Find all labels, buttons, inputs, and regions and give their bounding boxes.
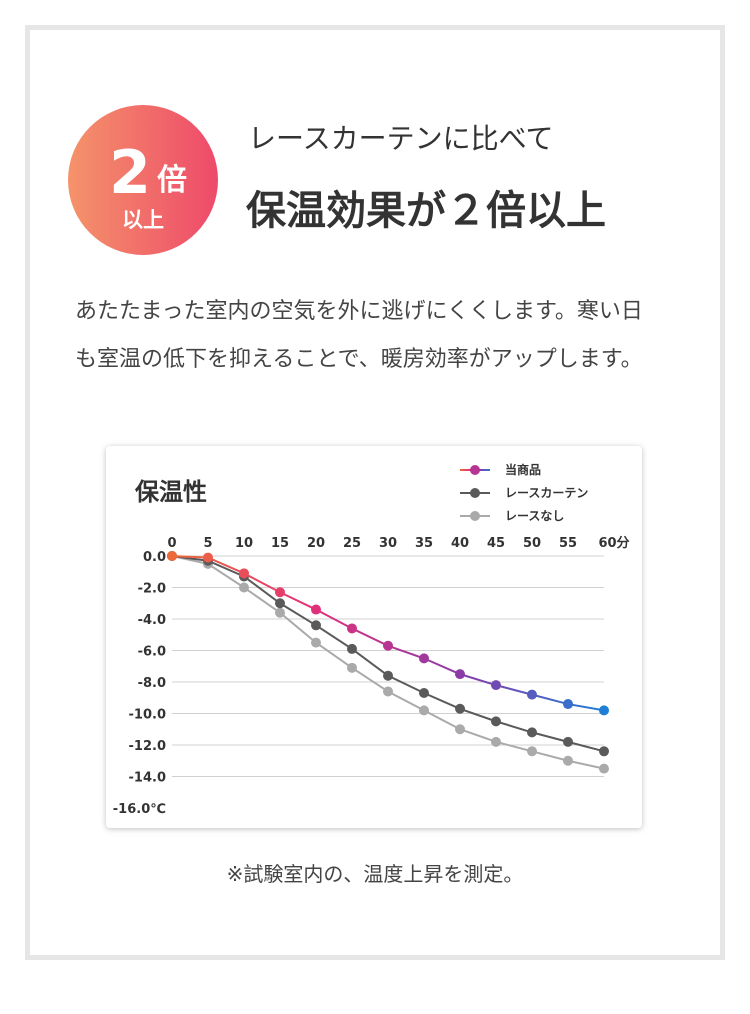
data-point [491,680,501,691]
data-point [275,598,285,609]
y-tick-label: -8.0 [138,676,166,691]
data-point [275,587,285,598]
data-point [347,643,357,654]
x-tick-label: 0 [167,536,176,551]
data-point [239,582,249,593]
x-tick-label: 20 [307,536,325,551]
legend-marker [470,488,480,498]
data-point [563,699,573,710]
data-point [383,686,393,697]
data-point [311,620,321,631]
y-tick-label: -16.0℃ [113,802,166,817]
data-point [599,746,609,757]
chart-title: 保温性 [134,478,207,506]
legend-label: レースなし [505,509,564,523]
data-point [527,727,537,738]
data-point [455,724,465,735]
data-point [419,653,429,664]
data-point [239,568,249,579]
data-point [311,637,321,648]
data-point [491,736,501,747]
x-tick-label: 15 [271,536,289,551]
body-line: あたたまった室内の空気を外に逃げにくくします。寒い日 [75,299,643,324]
x-tick-label: 60分 [598,535,629,551]
data-point [203,552,213,563]
data-point [311,604,321,615]
subtitle: レースカーテンに比べて [248,122,553,155]
x-tick-label: 40 [451,536,469,551]
data-point [455,669,465,680]
y-tick-label: -4.0 [138,613,166,628]
data-point [419,705,429,716]
y-tick-label: -2.0 [138,582,166,597]
x-tick-label: 30 [379,536,397,551]
data-point [275,607,285,618]
title: 保温効果が２倍以上 [246,188,606,234]
badge-sub: 以上 [122,208,164,232]
data-point [527,746,537,757]
x-tick-label: 50 [523,536,541,551]
x-tick-label: 55 [559,536,577,551]
badge-unit: 倍 [157,163,187,198]
y-tick-label: -10.0 [129,708,166,723]
legend-marker [470,511,480,521]
y-tick-label: -14.0 [129,771,166,786]
x-tick-label: 35 [415,536,433,551]
badge [68,105,218,255]
data-point [527,689,537,700]
data-point [563,755,573,766]
data-point [383,670,393,681]
x-tick-label: 5 [203,536,212,551]
y-tick-label: -12.0 [129,739,166,754]
badge-number: 2 [109,138,151,208]
data-point [167,551,177,561]
x-tick-label: 45 [487,536,505,551]
data-point [383,640,393,651]
data-point [599,763,609,774]
legend-label: レースカーテン [505,486,588,500]
legend-label: 当商品 [505,462,541,477]
data-point [419,688,429,699]
data-point [455,703,465,714]
data-point [347,662,357,673]
y-tick-label: -6.0 [138,645,166,660]
chart-card [106,446,642,828]
y-tick-label: 0.0 [143,550,166,565]
legend-marker [470,465,480,475]
footnote: ※試験室内の、温度上昇を測定。 [227,862,524,886]
data-point [563,736,573,747]
x-tick-label: 25 [343,536,361,551]
data-point [599,705,609,716]
data-point [491,716,501,727]
x-tick-label: 10 [235,536,253,551]
data-point [347,623,357,634]
body-line: も室温の低下を抑えることで、暖房効率がアップします。 [75,347,643,372]
